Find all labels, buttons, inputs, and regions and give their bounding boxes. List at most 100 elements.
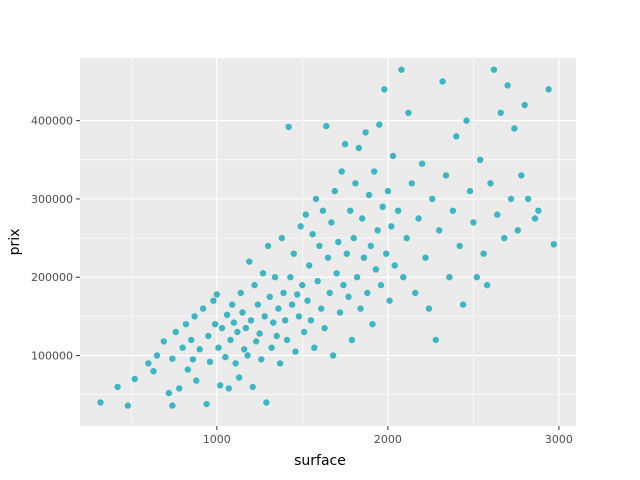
data-point	[470, 219, 477, 226]
data-point	[179, 344, 186, 351]
data-point	[205, 332, 212, 340]
x-tick-label: 2000	[374, 433, 402, 446]
data-point	[211, 321, 219, 328]
data-point	[266, 293, 273, 300]
data-point	[114, 383, 121, 391]
data-point	[453, 133, 460, 140]
y-axis-title: prix	[7, 229, 23, 256]
data-point	[131, 375, 138, 383]
data-point	[348, 336, 356, 344]
data-point	[297, 223, 304, 230]
data-point	[268, 344, 275, 351]
data-point	[287, 274, 294, 281]
data-point	[230, 319, 238, 326]
data-point	[364, 289, 371, 297]
data-point	[494, 211, 501, 218]
data-point	[288, 301, 296, 308]
y-tick-label: 100000	[31, 350, 73, 363]
data-point	[215, 344, 222, 351]
data-point	[343, 250, 350, 257]
data-point	[251, 281, 258, 289]
data-point	[278, 234, 285, 242]
data-point	[524, 195, 532, 203]
data-point	[331, 187, 338, 195]
data-point	[232, 360, 239, 367]
data-point	[241, 346, 248, 353]
data-point	[312, 195, 320, 203]
data-point	[398, 66, 405, 73]
data-point	[521, 101, 528, 109]
data-point	[318, 305, 325, 312]
data-point	[377, 281, 385, 289]
data-point	[389, 152, 397, 160]
data-point	[369, 321, 376, 328]
data-point	[247, 317, 255, 324]
data-point	[352, 180, 359, 187]
data-point	[473, 274, 480, 281]
data-point	[253, 338, 260, 345]
x-tick-label: 3000	[545, 433, 573, 446]
x-axis-title: surface	[294, 453, 346, 469]
data-point	[311, 344, 318, 351]
data-point	[466, 187, 474, 195]
data-point	[280, 289, 287, 297]
data-point	[507, 195, 515, 203]
data-point	[381, 86, 388, 93]
data-point	[333, 270, 340, 277]
data-point	[350, 234, 357, 242]
data-point	[172, 328, 179, 336]
x-tick-label: 1000	[203, 433, 231, 446]
data-point	[446, 274, 453, 281]
data-point	[442, 172, 450, 179]
data-point	[355, 144, 362, 152]
data-point	[306, 262, 313, 269]
data-point	[436, 227, 443, 234]
data-point	[273, 332, 280, 340]
data-point	[235, 374, 243, 381]
data-point	[263, 399, 270, 406]
data-point	[328, 219, 335, 226]
data-point	[264, 242, 272, 250]
data-point	[193, 377, 200, 384]
data-point	[388, 223, 395, 230]
data-point	[490, 66, 498, 73]
data-point	[324, 254, 332, 261]
data-point	[302, 211, 309, 218]
data-point	[242, 324, 250, 332]
y-tick-label: 200000	[31, 271, 73, 284]
data-point	[182, 321, 190, 328]
data-point	[429, 195, 436, 203]
data-point	[379, 203, 386, 210]
data-point	[449, 207, 457, 214]
data-point	[237, 289, 244, 297]
data-point	[518, 172, 525, 179]
data-point	[487, 180, 494, 187]
data-point	[384, 187, 392, 195]
data-point	[336, 309, 344, 316]
data-point	[300, 328, 308, 336]
data-point	[367, 242, 374, 250]
data-point	[340, 281, 347, 289]
data-point	[314, 277, 321, 285]
data-point	[249, 383, 256, 391]
data-point	[254, 301, 262, 308]
data-point	[335, 238, 342, 246]
data-point	[189, 356, 197, 363]
data-point	[376, 121, 383, 128]
data-point	[295, 313, 303, 320]
data-point	[307, 317, 315, 324]
data-point	[290, 250, 297, 257]
data-point	[261, 313, 268, 320]
data-point	[545, 86, 552, 93]
data-point	[403, 234, 410, 242]
data-point	[418, 160, 426, 167]
y-axis: 100000 200000 300000 400000	[31, 115, 80, 363]
data-point	[323, 122, 330, 130]
data-point	[258, 356, 265, 363]
data-point	[169, 402, 176, 409]
data-point	[213, 291, 220, 298]
data-point	[360, 254, 368, 261]
data-point	[345, 293, 352, 300]
data-point	[422, 254, 429, 261]
data-point	[477, 156, 484, 163]
